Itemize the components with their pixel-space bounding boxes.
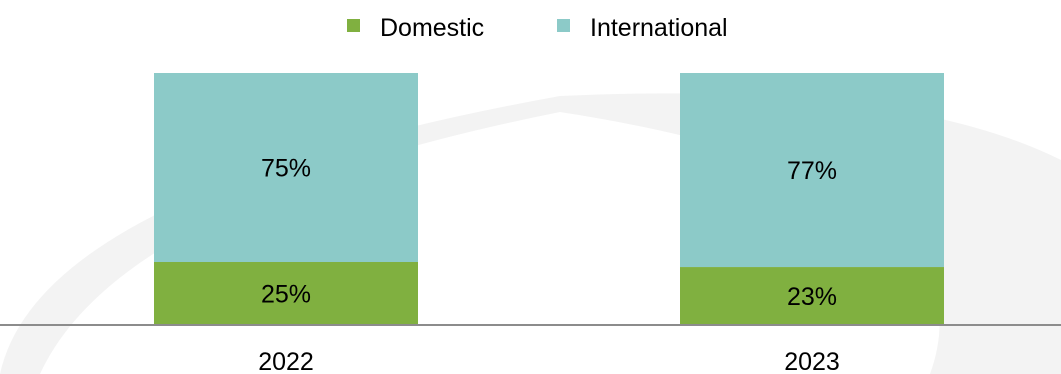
bar-2022-international <box>154 73 418 262</box>
data-label-2022-international: 75% <box>261 155 311 183</box>
x-axis-tick-labels: 2022 2023 <box>258 348 840 374</box>
bar-2023-domestic <box>680 267 944 325</box>
legend-swatch-international <box>557 19 570 32</box>
bar-group: 25% 75% 23% 77% <box>154 73 944 325</box>
background-swoosh-left <box>0 96 560 374</box>
legend-label-domestic: Domestic <box>380 14 484 42</box>
x-tick-label-2023: 2023 <box>784 348 840 374</box>
legend-swatch-domestic <box>347 19 360 32</box>
data-label-2023-domestic: 23% <box>787 283 837 311</box>
x-tick-label-2022: 2022 <box>258 348 314 374</box>
bar-2023-international <box>680 73 944 268</box>
data-label-2023-international: 77% <box>787 157 837 185</box>
legend-entry-international: International <box>557 14 728 42</box>
legend-entry-domestic: Domestic <box>347 14 484 42</box>
data-label-2022-domestic: 25% <box>261 281 311 309</box>
legend-label-international: International <box>590 14 728 42</box>
legend: Domestic International <box>347 14 728 42</box>
bar-2022-domestic <box>154 262 418 325</box>
